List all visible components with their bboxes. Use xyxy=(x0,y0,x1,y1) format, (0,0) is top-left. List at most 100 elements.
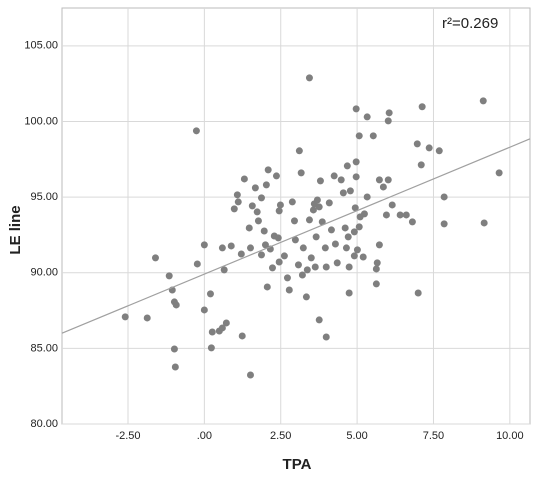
point xyxy=(309,206,317,214)
point xyxy=(260,227,268,235)
point xyxy=(342,244,350,252)
point xyxy=(218,244,226,252)
point xyxy=(417,161,425,169)
point xyxy=(234,198,242,206)
point xyxy=(172,301,180,309)
x-tick-label: -2.50 xyxy=(115,430,140,442)
point xyxy=(341,224,349,232)
point xyxy=(480,219,488,227)
point xyxy=(298,271,306,279)
point xyxy=(207,344,215,352)
point xyxy=(305,216,313,224)
point xyxy=(276,201,284,209)
point xyxy=(208,328,216,336)
point xyxy=(355,132,363,140)
point xyxy=(299,244,307,252)
point xyxy=(245,224,253,232)
point xyxy=(337,176,345,184)
point xyxy=(372,265,380,273)
point xyxy=(315,203,323,211)
point xyxy=(375,241,383,249)
point xyxy=(318,218,326,226)
point xyxy=(312,233,320,241)
point xyxy=(384,176,392,184)
point xyxy=(352,158,360,166)
point xyxy=(350,228,358,236)
point xyxy=(237,250,245,258)
point xyxy=(384,117,392,125)
point xyxy=(440,193,448,201)
point xyxy=(385,109,393,117)
point xyxy=(295,147,303,155)
point xyxy=(200,241,208,249)
point xyxy=(402,211,410,219)
point xyxy=(355,223,363,231)
point xyxy=(333,259,341,267)
point xyxy=(121,313,129,321)
point xyxy=(375,176,383,184)
point xyxy=(275,207,283,215)
point xyxy=(495,169,503,177)
y-tick-label: 100.00 xyxy=(24,115,58,127)
point xyxy=(425,144,433,152)
point xyxy=(440,220,448,228)
point xyxy=(408,218,416,226)
point xyxy=(238,332,246,340)
point xyxy=(280,252,288,260)
point xyxy=(272,172,280,180)
point xyxy=(351,204,359,212)
point xyxy=(285,286,293,294)
point xyxy=(254,217,262,225)
point xyxy=(143,314,151,322)
x-tick-label: 7.50 xyxy=(423,430,444,442)
y-tick-label: 85.00 xyxy=(30,342,58,354)
point xyxy=(388,201,396,209)
point xyxy=(382,211,390,219)
point xyxy=(359,253,367,261)
point xyxy=(353,246,361,254)
point xyxy=(283,274,291,282)
point xyxy=(233,191,241,199)
point xyxy=(322,263,330,271)
point xyxy=(363,113,371,121)
point xyxy=(248,202,256,210)
point xyxy=(379,183,387,191)
point xyxy=(302,293,310,301)
point xyxy=(263,283,271,291)
point xyxy=(331,240,339,248)
point xyxy=(288,198,296,206)
point xyxy=(264,166,272,174)
point xyxy=(218,324,226,332)
y-tick-label: 90.00 xyxy=(30,267,58,279)
point xyxy=(352,173,360,181)
point xyxy=(305,74,313,82)
point xyxy=(253,208,261,216)
point xyxy=(372,280,380,288)
point xyxy=(311,263,319,271)
point xyxy=(220,266,228,274)
point xyxy=(315,316,323,324)
x-axis-title: TPA xyxy=(283,456,312,473)
point xyxy=(313,196,321,204)
point xyxy=(151,254,159,262)
point xyxy=(291,236,299,244)
point xyxy=(222,319,230,327)
point xyxy=(251,184,259,192)
point xyxy=(418,103,426,111)
point xyxy=(396,211,404,219)
point xyxy=(192,127,200,135)
point xyxy=(290,217,298,225)
point xyxy=(165,272,173,280)
point xyxy=(294,261,302,269)
x-tick-label: 2.50 xyxy=(270,430,291,442)
point xyxy=(200,306,208,314)
point xyxy=(373,259,381,267)
point xyxy=(344,233,352,241)
fit-line xyxy=(61,138,531,334)
point xyxy=(170,345,178,353)
y-tick-label: 80.00 xyxy=(30,418,58,430)
x-tick-label: 5.00 xyxy=(346,430,367,442)
point xyxy=(246,244,254,252)
point xyxy=(325,199,333,207)
